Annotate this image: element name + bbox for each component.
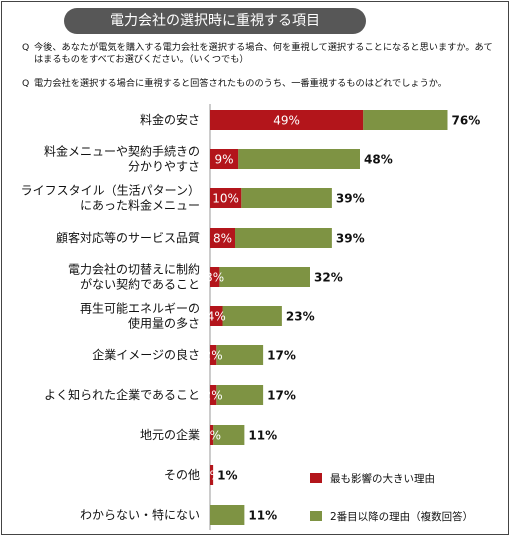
category-label: 料金メニューや契約手続きの分かりやすさ	[44, 144, 200, 174]
question-1-text: 今後、あなたが電気を購入する電力会社を選択する場合、何を重視して選択することにな…	[34, 42, 493, 65]
category-label-line: がない契約であること	[80, 277, 200, 292]
bar-secondary	[213, 425, 245, 445]
bar-total-label: 32%	[314, 271, 343, 285]
bar-secondary	[235, 228, 332, 248]
category-label: よく知られた企業であること	[44, 387, 200, 402]
chart-title: 電力会社の選択時に重視する項目	[64, 8, 366, 34]
category-label-line: 料金の安さ	[140, 112, 200, 127]
category-label-line: 企業イメージの良さ	[92, 347, 200, 362]
bar-primary	[210, 425, 214, 445]
category-label-line: わからない・特にない	[80, 507, 200, 522]
bar-primary	[210, 267, 220, 287]
bar-secondary	[222, 306, 282, 326]
category-label-line: 分かりやすさ	[128, 160, 200, 174]
bar-primary-label: 2%	[204, 389, 223, 403]
category-label: 再生可能エネルギーの使用量の多さ	[80, 302, 200, 331]
category-label: わからない・特にない	[80, 507, 200, 522]
category-label: 電力会社の切替えに制約がない契約であること	[68, 262, 200, 292]
bar-primary	[210, 228, 235, 248]
bar-primary	[210, 306, 223, 326]
bar-primary	[210, 110, 364, 130]
legend-swatch-primary	[310, 473, 322, 483]
category-label-line: ライフスタイル（生活パターン）	[21, 184, 200, 198]
bar-secondary	[216, 345, 264, 365]
bar-total-label: 48%	[364, 153, 393, 167]
bar-secondary	[210, 505, 245, 525]
legend-label-secondary: 2番目以降の理由（複数回答）	[330, 510, 473, 523]
bar-primary	[210, 188, 242, 208]
bar-total-label: 17%	[267, 349, 296, 363]
bar-primary	[210, 149, 239, 169]
bar-primary-label: 8%	[213, 232, 232, 246]
category-label: 企業イメージの良さ	[92, 347, 200, 362]
bar-total-label: 1%	[217, 469, 237, 483]
bar-primary-label: 1%	[202, 429, 221, 443]
bar-total-label: 39%	[336, 192, 365, 206]
category-label-line: にあった料金メニュー	[80, 198, 200, 213]
bar-primary-label: 9%	[215, 153, 234, 167]
category-label: ライフスタイル（生活パターン）にあった料金メニュー	[21, 184, 200, 213]
category-label-line: 再生可能エネルギーの	[80, 302, 200, 316]
bar-primary-label: 49%	[273, 114, 300, 128]
bar-primary-label: 10%	[212, 192, 239, 206]
question-2: Q 電力会社を選択する場合に重視すると回答されたもののうち、一番重視するものはど…	[22, 78, 496, 90]
category-label-line: 料金メニューや契約手続きの	[44, 144, 200, 159]
bar-secondary	[219, 267, 310, 287]
bar-primary	[210, 345, 217, 365]
question-2-text: 電力会社を選択する場合に重視すると回答されたもののうち、一番重視するものはどれで…	[34, 78, 447, 89]
bar-secondary	[216, 385, 264, 405]
bar-total-label: 11%	[248, 509, 277, 523]
bar-total-label: 17%	[267, 389, 296, 403]
category-label-line: よく知られた企業であること	[44, 387, 200, 402]
bar-secondary	[241, 188, 332, 208]
bar-primary-label: 4%	[207, 310, 226, 324]
bar-primary-label: 2%	[204, 349, 223, 363]
category-label: 料金の安さ	[140, 112, 200, 127]
category-label: 地元の企業	[140, 427, 200, 442]
bar-primary	[210, 385, 217, 405]
bar-primary-label: 1%	[202, 469, 221, 483]
bar-secondary	[238, 149, 360, 169]
category-label-line: 電力会社の切替えに制約	[68, 262, 200, 277]
category-label-line: 地元の企業	[140, 427, 200, 442]
bar-secondary	[363, 110, 448, 130]
legend-swatch-secondary	[310, 511, 322, 521]
bar-total-label: 76%	[452, 114, 481, 128]
question-1-mark: Q	[22, 42, 30, 53]
category-label: 顧客対応等のサービス品質	[56, 230, 200, 245]
bar-primary	[210, 465, 214, 485]
category-label: その他	[164, 468, 200, 482]
category-label-line: 使用量の多さ	[128, 316, 200, 331]
bar-total-label: 11%	[248, 429, 277, 443]
question-2-mark: Q	[22, 78, 30, 89]
category-label-line: 顧客対応等のサービス品質	[56, 230, 200, 245]
bar-total-label: 39%	[336, 232, 365, 246]
question-1: Q 今後、あなたが電気を購入する電力会社を選択する場合、何を重視して選択すること…	[22, 42, 496, 66]
legend-label-primary: 最も影響の大きい理由	[330, 472, 435, 485]
bar-primary-label: 3%	[205, 271, 224, 285]
category-label-line: その他	[164, 468, 200, 482]
bar-total-label: 23%	[286, 310, 315, 324]
